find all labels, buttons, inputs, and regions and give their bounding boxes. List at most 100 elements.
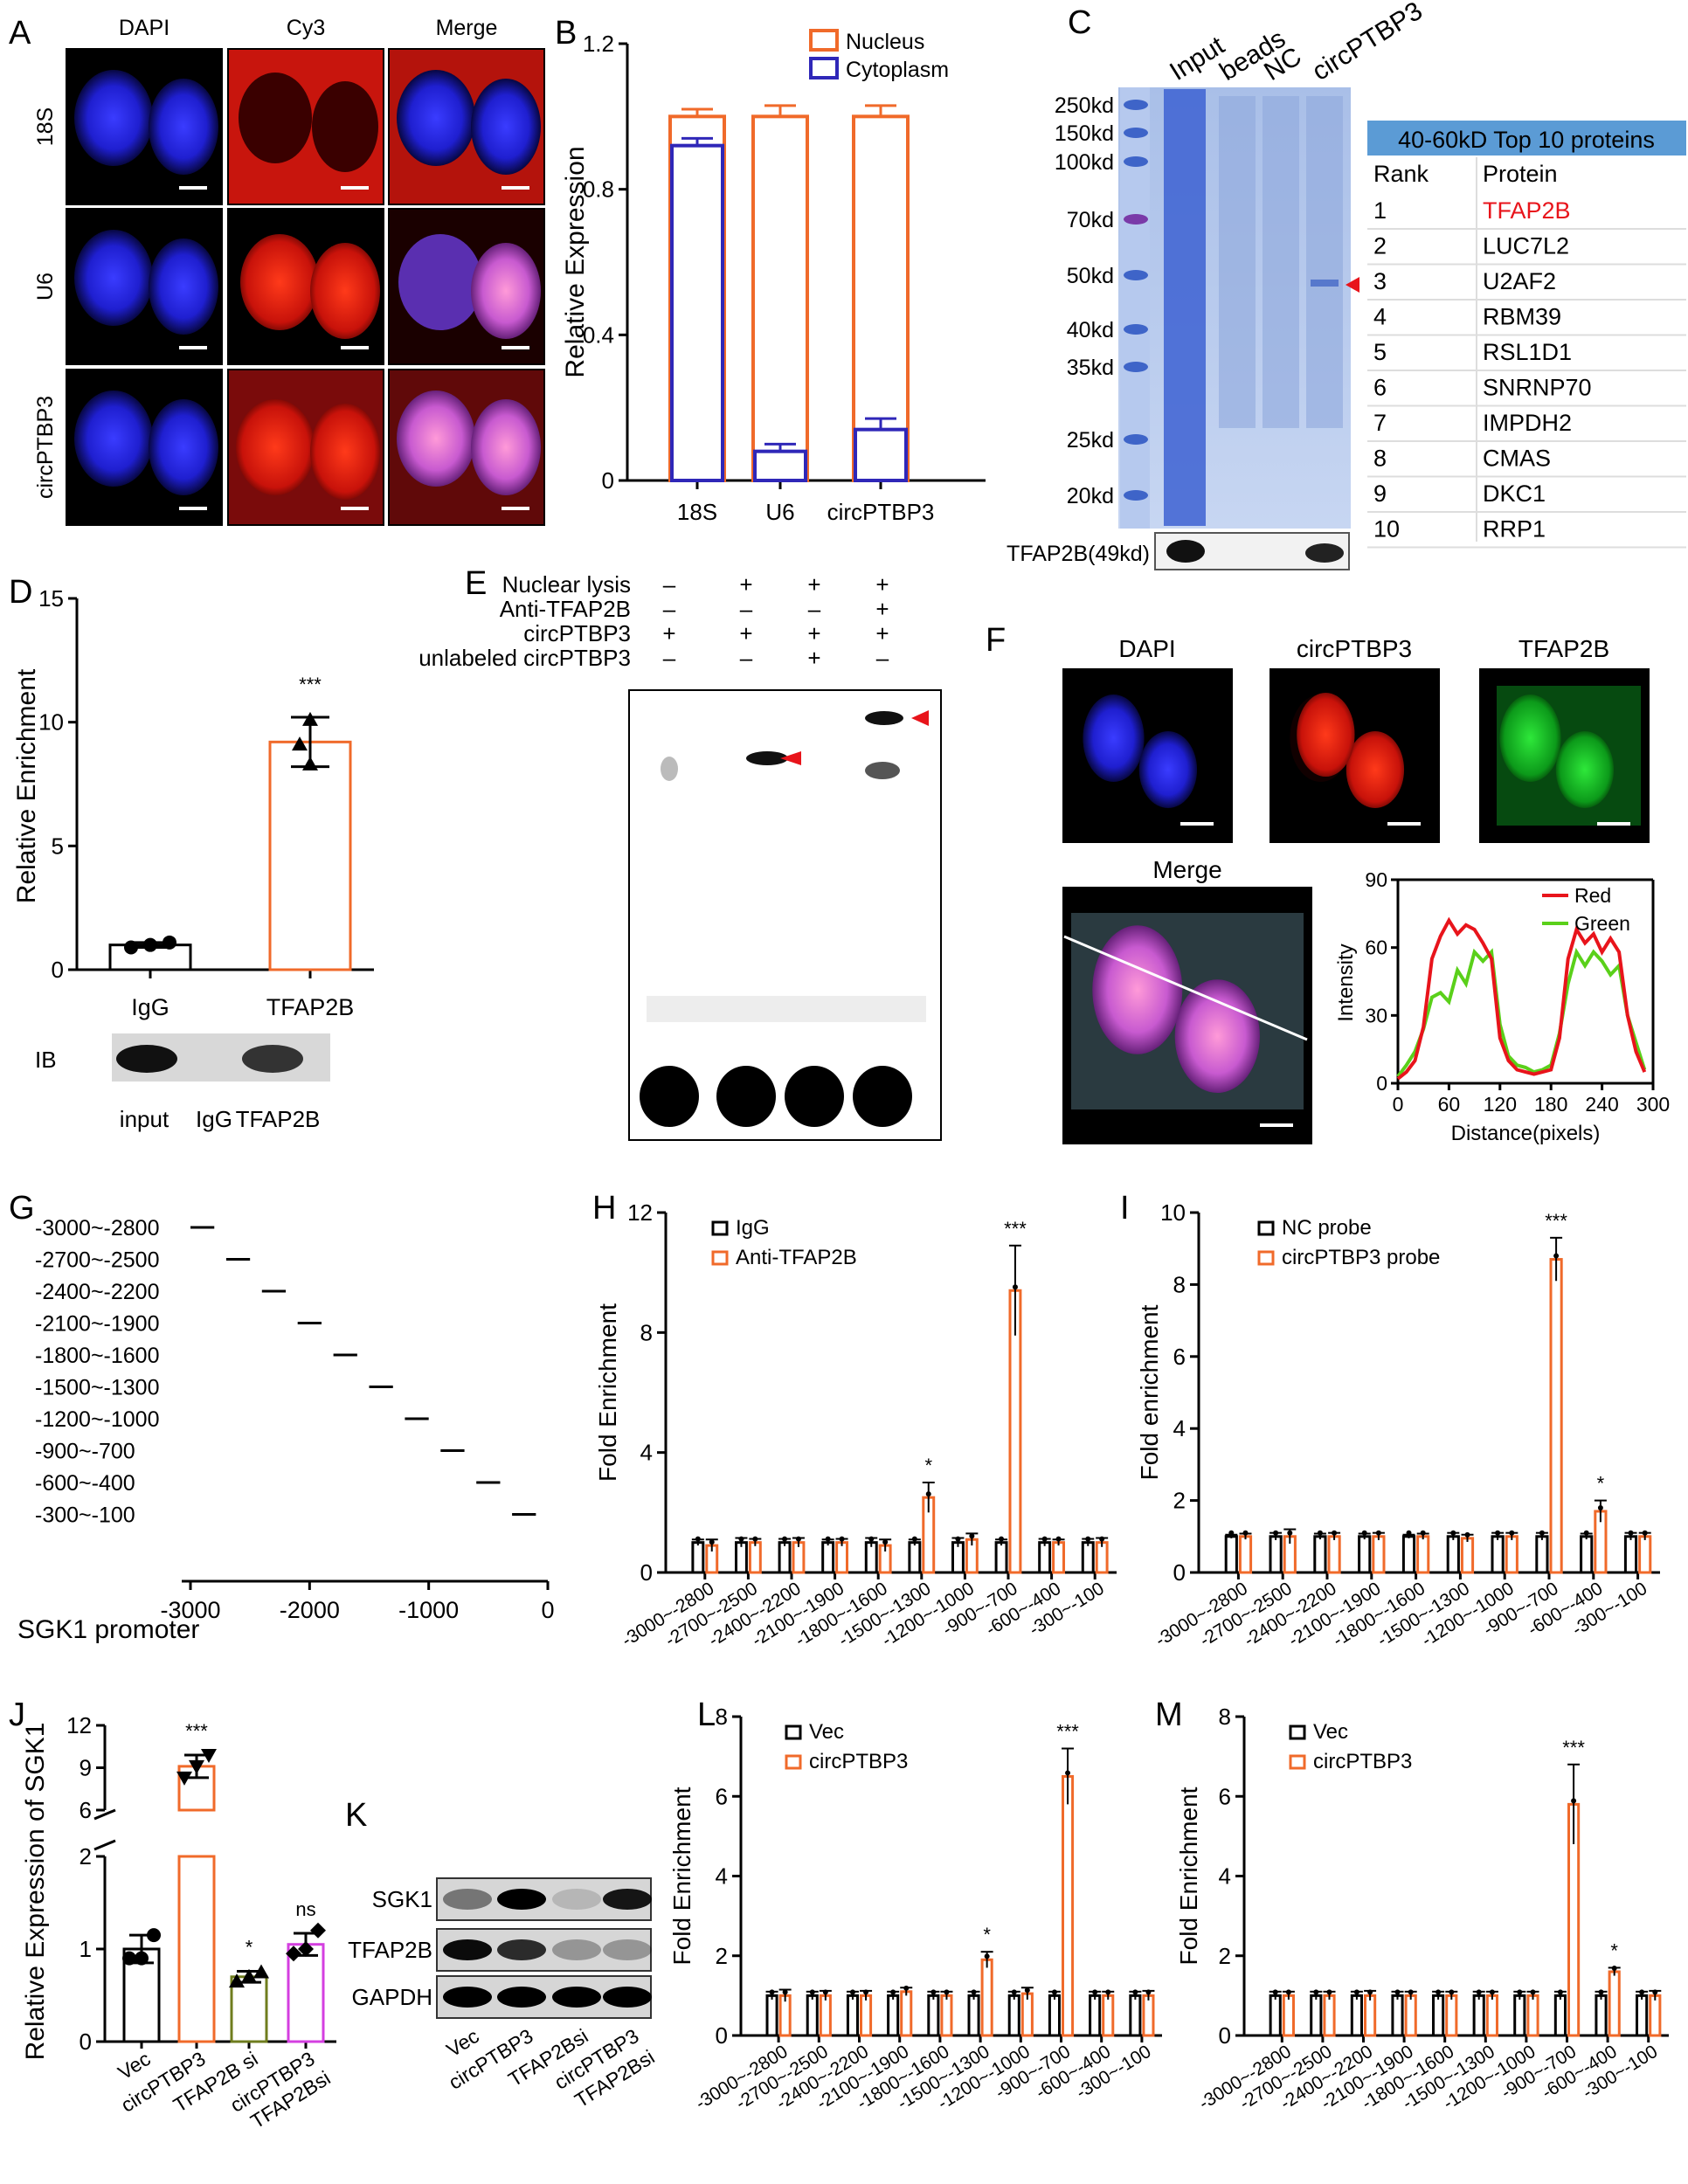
ib-label: IB xyxy=(35,1047,57,1073)
data-point xyxy=(292,736,308,751)
legend-swatch xyxy=(711,1250,729,1266)
bar-treatment xyxy=(1020,1992,1034,2037)
ladder-band xyxy=(1124,362,1148,372)
bar-treatment xyxy=(900,1990,913,2037)
bar-treatment xyxy=(1404,1994,1417,2037)
bar-control xyxy=(927,1994,940,2037)
data-point xyxy=(1085,1536,1091,1542)
bar xyxy=(177,1855,216,2043)
data-point xyxy=(882,1539,889,1545)
panel-e-emsa: Nuclear lysis – + + +Anti-TFAP2B – – – +circPTBP… xyxy=(419,571,942,1141)
specific-band xyxy=(1311,280,1339,287)
legend-label: IgG xyxy=(736,1216,770,1240)
nucleus xyxy=(1083,695,1145,782)
nucleus xyxy=(74,70,153,166)
image-label-tfap2b: TFAP2B xyxy=(1519,635,1609,662)
bar-control xyxy=(1446,1535,1460,1574)
data-point xyxy=(1285,1989,1291,1995)
profile-line xyxy=(1063,935,1308,1041)
bar-treatment xyxy=(1460,1537,1475,1574)
data-point xyxy=(795,1536,801,1542)
marker-50kd: 50kd xyxy=(1067,264,1114,288)
panel-label-e: E xyxy=(465,565,487,602)
bar-cytoplasm xyxy=(753,449,807,483)
data-point xyxy=(1099,1536,1105,1542)
emsa-mark: – xyxy=(663,645,676,671)
x-tick-label: 240 xyxy=(1585,1093,1618,1116)
x-tick-label: circPTBP3 xyxy=(827,499,935,525)
bar-control xyxy=(1081,1541,1095,1574)
y-tick-label: 4 xyxy=(1173,1415,1186,1441)
data-point xyxy=(1420,1530,1426,1536)
nucleus xyxy=(1092,925,1183,1054)
data-point xyxy=(1228,1530,1235,1536)
emsa-row-label: unlabeled circPTBP3 xyxy=(419,645,631,671)
data-point xyxy=(971,1989,977,1995)
data-point xyxy=(122,1951,136,1966)
marker-40kd: 40kd xyxy=(1067,318,1114,342)
nucleus xyxy=(1346,731,1405,808)
y-tick-label: 5 xyxy=(52,833,64,859)
panel-a-microscopy: DAPI Cy3 Merge 18S U6 circPTBP3 xyxy=(33,16,545,526)
emsa-row-label: circPTBP3 xyxy=(523,620,631,646)
data-point xyxy=(1652,1989,1658,1995)
lane-smear xyxy=(1219,96,1256,428)
data-point xyxy=(1394,1989,1401,1995)
data-point xyxy=(241,1968,257,1983)
data-point xyxy=(1367,1989,1373,1995)
bar-control xyxy=(1535,1535,1549,1574)
data-point xyxy=(955,1536,961,1542)
blot-band xyxy=(603,1939,652,1960)
blot-band xyxy=(603,1987,652,2008)
data-point xyxy=(147,1928,161,1943)
y-tick-label: 1 xyxy=(80,1936,92,1962)
blot-band xyxy=(443,1889,492,1910)
lane-smear xyxy=(1263,96,1299,428)
bar-control xyxy=(1472,1994,1485,2037)
data-point xyxy=(1024,1987,1030,1994)
region-label: -3000~-2800 xyxy=(35,1216,159,1241)
bar-control xyxy=(765,1994,778,2037)
nucleus xyxy=(1499,695,1561,782)
significance-label: *** xyxy=(1056,1721,1079,1743)
data-point xyxy=(253,1964,269,1979)
data-point xyxy=(298,1941,314,1957)
nucleus-dark xyxy=(312,81,378,172)
data-point xyxy=(143,937,157,952)
data-point xyxy=(229,1973,245,1988)
bar-treatment xyxy=(1416,1535,1430,1574)
data-point xyxy=(1571,1798,1577,1804)
region-label: -2400~-2200 xyxy=(35,1280,159,1304)
data-point xyxy=(849,1989,855,1995)
region-label: -300~-100 xyxy=(35,1503,135,1528)
bar-control xyxy=(1269,1994,1282,2037)
bar-control xyxy=(1513,1994,1526,2037)
x-axis-label: SGK1 promoter xyxy=(17,1615,199,1644)
data-point xyxy=(839,1536,845,1542)
bar-control xyxy=(1358,1535,1372,1574)
x-tick-label: IgG xyxy=(131,994,169,1020)
cy3-signal xyxy=(240,234,319,330)
table-protein: LUC7L2 xyxy=(1483,233,1569,259)
marker-100kd: 100kd xyxy=(1055,150,1114,175)
data-point xyxy=(1353,1989,1359,1995)
bar-control xyxy=(1310,1994,1323,2037)
data-point xyxy=(1489,1989,1495,1995)
table-rank: 7 xyxy=(1373,410,1387,436)
bar-treatment xyxy=(1052,1541,1066,1574)
bar-control xyxy=(887,1994,900,2037)
data-point xyxy=(135,1951,149,1966)
data-point xyxy=(782,1989,788,1995)
table-rank: 1 xyxy=(1373,197,1387,224)
blot-band xyxy=(497,1987,546,2008)
panel-label-g: G xyxy=(9,1190,35,1227)
emsa-mark: + xyxy=(807,645,820,671)
data-point xyxy=(809,1989,815,1995)
marker-250kd: 250kd xyxy=(1055,93,1114,118)
bar-treatment xyxy=(819,1994,832,2037)
y-axis-label: Fold Enrichment xyxy=(1175,1787,1202,1965)
bar-control xyxy=(1391,1994,1404,2037)
emsa-mark: – xyxy=(740,645,753,671)
blot-label-sgk1: SGK1 xyxy=(372,1886,432,1912)
